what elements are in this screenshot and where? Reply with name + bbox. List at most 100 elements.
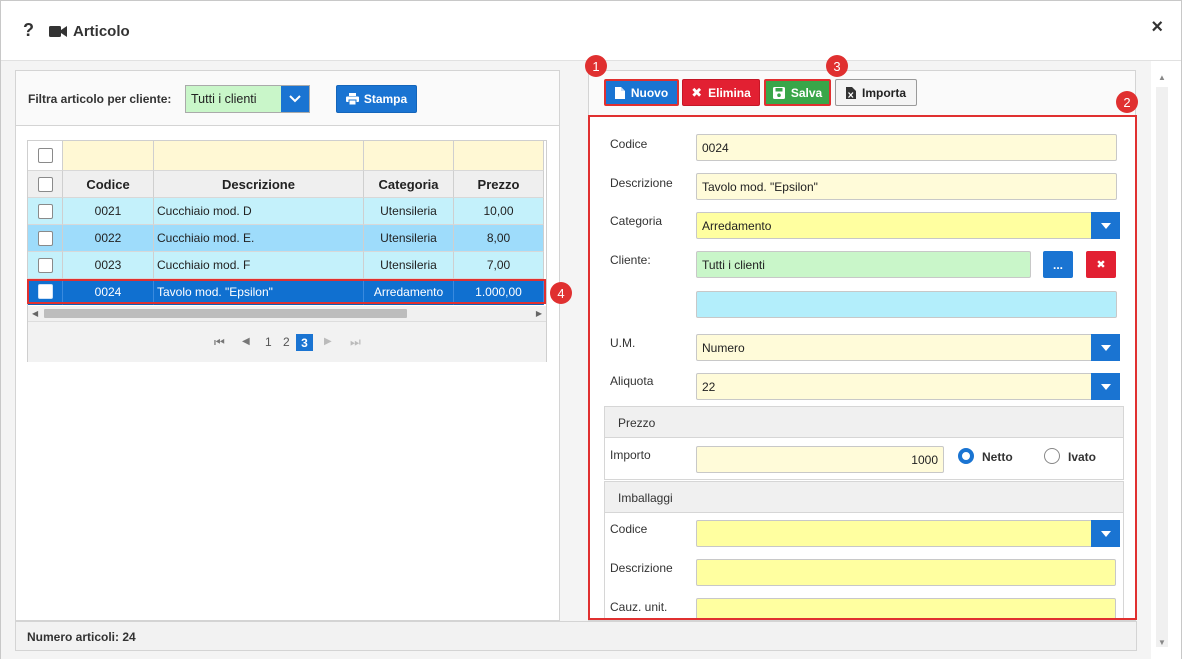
print-button[interactable]: Stampa [336, 85, 417, 113]
page-current[interactable]: 3 [296, 334, 313, 351]
ivato-radio[interactable] [1044, 448, 1060, 464]
scroll-up-icon[interactable]: ▲ [1158, 73, 1166, 82]
table-row[interactable]: 0023 Cucchiaio mod. F Utensileria 7,00 [28, 252, 544, 279]
importo-label: Importo [610, 448, 651, 462]
ivato-label[interactable]: Ivato [1068, 450, 1097, 464]
cell-codice: 0024 [63, 279, 154, 305]
netto-label[interactable]: Netto [982, 450, 1013, 464]
filter-label: Filtra articolo per cliente: [28, 92, 172, 106]
import-button[interactable]: Importa [835, 79, 917, 106]
cell-categoria: Utensileria [364, 198, 454, 225]
categoria-value: Arredamento [702, 218, 772, 233]
horizontal-scrollbar[interactable]: ◀ ▶ [28, 306, 546, 321]
video-camera-icon[interactable] [49, 26, 67, 37]
save-button[interactable]: Salva [764, 79, 831, 106]
printer-icon [345, 93, 359, 105]
row-checkbox[interactable] [37, 284, 53, 299]
row-checkbox[interactable] [37, 230, 53, 246]
page-1[interactable]: 1 [265, 335, 272, 349]
grid-filter-row [28, 141, 544, 171]
floppy-disk-icon [772, 86, 785, 99]
cauzione-input[interactable] [696, 598, 1116, 618]
filter-bar: Filtra articolo per cliente: Tutti i cli… [15, 70, 560, 126]
callout-badge-4: 4 [550, 282, 572, 304]
import-button-label: Importa [861, 85, 906, 100]
row-checkbox[interactable] [37, 203, 53, 219]
close-icon[interactable]: × [1151, 16, 1163, 38]
header-checkbox-cell [28, 171, 63, 198]
filter-categoria[interactable] [364, 141, 454, 171]
cell-codice: 0021 [63, 198, 154, 225]
prev-page-icon[interactable]: ◀ [242, 336, 250, 347]
imballaggi-descrizione-label: Descrizione [610, 561, 673, 575]
callout-badge-1: 1 [585, 55, 607, 77]
chevron-down-icon[interactable] [281, 86, 309, 112]
new-button[interactable]: Nuovo [604, 79, 679, 106]
cell-codice: 0023 [63, 252, 154, 279]
caret-down-icon[interactable] [1091, 212, 1120, 239]
aliquota-value: 22 [702, 379, 716, 394]
page-2[interactable]: 2 [283, 335, 290, 349]
cell-prezzo: 1.000,00 [454, 279, 544, 305]
cell-descrizione: Cucchiaio mod. D [154, 198, 364, 225]
filter-prezzo[interactable] [454, 141, 544, 171]
table-row[interactable]: 0022 Cucchiaio mod. E. Utensileria 8,00 [28, 225, 544, 252]
cliente-clear-button[interactable]: ✖ [1086, 251, 1116, 278]
table-row[interactable]: 0021 Cucchiaio mod. D Utensileria 10,00 [28, 198, 544, 225]
scrollbar-track[interactable] [1156, 87, 1168, 647]
cliente-input[interactable]: Tutti i clienti [696, 251, 1031, 278]
pagination: ⏮ ◀ 1 2 3 ▶ ⏭ [28, 321, 546, 362]
scroll-left-icon[interactable]: ◀ [32, 309, 39, 318]
scrollbar-thumb[interactable] [44, 309, 407, 318]
cliente-notes-textarea[interactable] [696, 291, 1117, 318]
next-page-icon[interactable]: ▶ [324, 336, 332, 347]
column-header-prezzo[interactable]: Prezzo [454, 171, 544, 198]
column-header-descrizione[interactable]: Descrizione [154, 171, 364, 198]
vertical-scrollbar[interactable]: ▲ ▼ [1151, 61, 1181, 659]
categoria-label: Categoria [610, 214, 663, 228]
caret-down-icon[interactable] [1091, 373, 1120, 400]
categoria-select[interactable]: Arredamento [696, 212, 1120, 239]
cell-categoria: Arredamento [364, 279, 454, 305]
cauzione-label: Cauz. unit. [610, 600, 668, 614]
filter-descrizione[interactable] [154, 141, 364, 171]
excel-file-icon [845, 86, 856, 99]
client-filter-value: Tutti i clienti [191, 92, 257, 106]
cell-descrizione: Cucchiaio mod. E. [154, 225, 364, 252]
row-checkbox[interactable] [37, 257, 53, 273]
cliente-browse-button[interactable]: ... [1043, 251, 1073, 278]
filter-checkbox[interactable] [37, 148, 53, 163]
row-checkbox-cell [28, 252, 63, 279]
client-filter-select[interactable]: Tutti i clienti [185, 85, 310, 113]
um-label: U.M. [610, 336, 636, 350]
descrizione-label: Descrizione [610, 176, 673, 190]
imballaggi-descrizione-input[interactable] [696, 559, 1116, 586]
descrizione-input[interactable]: Tavolo mod. "Epsilon" [696, 173, 1117, 200]
column-header-codice[interactable]: Codice [63, 171, 154, 198]
table-row-selected[interactable]: 0024 Tavolo mod. "Epsilon" Arredamento 1… [28, 279, 544, 305]
filter-codice[interactable] [63, 141, 154, 171]
column-header-categoria[interactable]: Categoria [364, 171, 454, 198]
title-bar: ? Articolo × [1, 1, 1181, 61]
first-page-icon[interactable]: ⏮ [214, 335, 225, 349]
select-all-checkbox[interactable] [37, 176, 53, 192]
codice-label: Codice [610, 137, 648, 151]
netto-radio[interactable] [958, 448, 974, 464]
print-button-label: Stampa [363, 92, 408, 106]
caret-down-icon[interactable] [1091, 520, 1120, 547]
um-select[interactable]: Numero [696, 334, 1120, 361]
imballaggi-codice-select[interactable] [696, 520, 1120, 547]
last-page-icon[interactable]: ⏭ [350, 335, 361, 349]
cell-codice: 0022 [63, 225, 154, 252]
scroll-down-icon[interactable]: ▼ [1158, 638, 1166, 647]
window-title: Articolo [73, 23, 130, 40]
delete-button[interactable]: ✖ Elimina [682, 79, 760, 106]
scroll-right-icon[interactable]: ▶ [535, 309, 542, 318]
caret-down-icon[interactable] [1091, 334, 1120, 361]
codice-input[interactable]: 0024 [696, 134, 1117, 161]
importo-input[interactable]: 1000 [696, 446, 944, 473]
aliquota-select[interactable]: 22 [696, 373, 1120, 400]
help-icon[interactable]: ? [23, 20, 34, 40]
cell-prezzo: 10,00 [454, 198, 544, 225]
